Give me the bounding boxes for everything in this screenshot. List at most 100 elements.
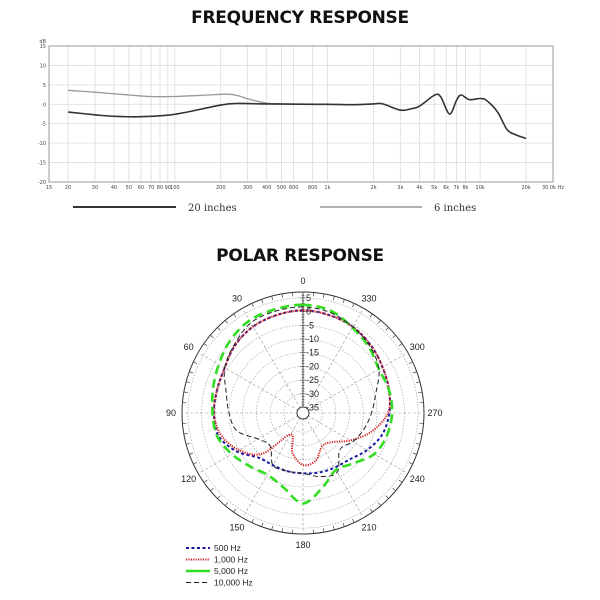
polar-radial-label: -20 <box>306 361 319 371</box>
freq-x-tick-label: 6k <box>443 185 449 191</box>
polar-angle-tick <box>385 327 389 331</box>
polar-angle-tick <box>251 303 254 308</box>
polar-angle-tick <box>412 452 417 455</box>
polar-angle-tick <box>210 334 214 339</box>
polar-radial-label: -35 <box>306 403 319 413</box>
polar-legend-label: 5,000 Hz <box>214 566 248 576</box>
freq-y-tick-label: -10 <box>38 141 46 147</box>
freq-legend-label: 20 inches <box>188 203 237 214</box>
polar-angle-label: 0 <box>300 276 305 286</box>
polar-angle-tick <box>281 528 284 533</box>
polar-angle-tick <box>369 313 373 318</box>
polar-angle-tick <box>408 462 413 465</box>
freq-x-tick-label: 8k <box>462 185 468 191</box>
freq-plot-frame <box>48 45 554 183</box>
freq-x-tick-label: 60 <box>138 185 144 191</box>
polar-angle-tick <box>183 391 188 394</box>
freq-x-tick-label: 15 <box>46 185 52 191</box>
polar-angle-tick <box>210 487 214 492</box>
polar-angle-tick <box>203 343 208 347</box>
polar-angle-tick <box>332 296 335 301</box>
freq-x-tick-label: 3k <box>397 185 403 191</box>
freq-x-tick-label: 400 <box>262 185 272 191</box>
polar-angle-tick <box>415 381 420 384</box>
polar-angle-label: 300 <box>410 342 425 352</box>
polar-angle-tick <box>418 432 423 435</box>
polar-angle-tick <box>189 371 194 374</box>
freq-y-tick-label: 5 <box>43 83 46 89</box>
polar-angle-gridline <box>302 308 364 414</box>
freq-x-tick-label: 300 <box>243 185 253 191</box>
freq-series-line <box>68 93 527 140</box>
polar-angle-tick <box>271 525 274 530</box>
polar-radial-label: -30 <box>306 389 319 399</box>
polar-angle-gridline <box>198 412 304 474</box>
polar-radial-label: 5 <box>306 293 311 303</box>
polar-angle-gridline <box>302 352 408 414</box>
freq-x-tick-label: 800 <box>308 185 318 191</box>
polar-radial-label: 0 <box>306 307 311 317</box>
polar-angle-label: 150 <box>229 522 244 532</box>
polar-angle-label: 270 <box>427 408 442 418</box>
polar-legend-label: 500 Hz <box>214 543 241 553</box>
polar-angle-label: 180 <box>295 540 310 550</box>
freq-series-line <box>68 89 294 105</box>
freq-y-tick-label: -15 <box>38 161 46 167</box>
freq-y-axis-unit: dB <box>39 39 46 45</box>
polar-angle-tick <box>271 296 274 301</box>
freq-y-tick-label: 10 <box>40 63 46 69</box>
polar-angle-tick <box>408 361 413 364</box>
polar-angle-tick <box>392 334 396 339</box>
frequency-response-title: FREQUENCY RESPONSE <box>191 8 409 28</box>
polar-angle-tick <box>377 502 382 506</box>
polar-series-5000Hzhz <box>210 303 394 505</box>
polar-angle-tick <box>342 299 345 304</box>
freq-x-tick-label: 80 <box>157 185 163 191</box>
polar-angle-tick <box>352 518 355 523</box>
polar-angle-tick <box>385 495 389 499</box>
polar-angle-tick <box>377 320 382 324</box>
freq-x-tick-label: 90 <box>165 185 171 191</box>
polar-angle-label: 330 <box>361 294 376 304</box>
polar-angle-tick <box>261 522 264 527</box>
polar-angle-gridline <box>302 412 408 474</box>
polar-angle-tick <box>332 525 335 530</box>
polar-angle-label: 210 <box>361 522 376 532</box>
polar-angle-tick <box>233 508 237 513</box>
polar-radial-label: -5 <box>306 320 314 330</box>
polar-angle-tick <box>392 487 396 492</box>
polar-angle-tick <box>224 502 229 506</box>
polar-angle-tick <box>217 327 221 331</box>
freq-x-tick-label: 50 <box>126 185 132 191</box>
freq-x-tick-label: 20k <box>521 185 530 191</box>
freq-x-tick-label: 30 <box>92 185 98 191</box>
freq-x-tick-label: 20 <box>65 185 71 191</box>
polar-response-title: POLAR RESPONSE <box>216 246 384 266</box>
freq-y-tick-label: -5 <box>41 122 46 128</box>
polar-angle-gridline <box>242 308 304 414</box>
polar-angle-tick <box>233 313 237 318</box>
polar-angle-tick <box>189 452 194 455</box>
polar-angle-tick <box>369 508 373 513</box>
freq-x-tick-label: 5k <box>431 185 437 191</box>
freq-x-tick-label: 30.0k Hz <box>542 185 564 191</box>
freq-y-tick-label: 0 <box>43 102 46 108</box>
polar-angle-tick <box>186 442 191 445</box>
freq-x-tick-label: 10k <box>476 185 485 191</box>
freq-x-tick-label: 7k <box>453 185 459 191</box>
polar-angle-tick <box>224 320 229 324</box>
polar-angle-label: 90 <box>166 408 176 418</box>
polar-angle-tick <box>193 361 198 364</box>
freq-x-tick-label: 2k <box>370 185 376 191</box>
freq-x-tick-label: 4k <box>416 185 422 191</box>
polar-angle-tick <box>217 495 221 499</box>
polar-angle-label: 30 <box>232 294 242 304</box>
polar-radial-label: -25 <box>306 375 319 385</box>
polar-radial-label: -15 <box>306 348 319 358</box>
polar-angle-tick <box>418 391 423 394</box>
polar-radial-gridring <box>283 393 323 433</box>
polar-angle-tick <box>281 293 284 298</box>
freq-y-tick-label: 15 <box>40 44 46 50</box>
polar-angle-tick <box>412 371 417 374</box>
